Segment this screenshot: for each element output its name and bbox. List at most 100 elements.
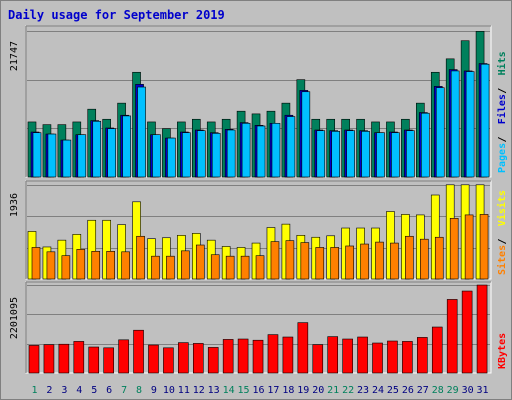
sites-bar bbox=[270, 241, 280, 280]
sites-bar bbox=[225, 255, 235, 280]
day-label: 26 bbox=[402, 385, 414, 396]
day-label: 5 bbox=[91, 385, 97, 396]
sites-bar bbox=[420, 238, 429, 280]
kbytes-bar bbox=[252, 339, 264, 374]
kbytes-bar bbox=[163, 347, 174, 374]
pages-bar bbox=[211, 133, 221, 178]
day-label: 16 bbox=[252, 385, 264, 396]
day-label: 25 bbox=[387, 385, 399, 396]
sites-bar bbox=[375, 241, 384, 280]
kbytes-bar bbox=[222, 339, 234, 374]
sites-bar bbox=[76, 249, 86, 280]
pages-bar bbox=[465, 71, 475, 178]
kbytes-bar bbox=[88, 346, 100, 374]
legend-separator: / bbox=[497, 136, 508, 142]
sites-bar bbox=[390, 242, 399, 280]
pages-bar bbox=[361, 131, 370, 178]
panel-2-ymax-label: 1936 bbox=[9, 193, 20, 217]
legend-kbytes: KBytes bbox=[497, 333, 508, 369]
kbytes-bar bbox=[73, 341, 85, 374]
sites-bar bbox=[106, 251, 115, 280]
kbytes-bar bbox=[237, 338, 249, 374]
day-label: 20 bbox=[312, 385, 324, 396]
pages-bar bbox=[62, 139, 72, 178]
pages-bar bbox=[196, 130, 206, 178]
kbytes-bar bbox=[297, 322, 309, 374]
kbytes-bar bbox=[431, 326, 443, 374]
pages-bar bbox=[77, 134, 87, 178]
panel-3-ymax-label: 2201095 bbox=[9, 297, 20, 339]
sites-bar bbox=[315, 247, 325, 280]
day-label: 14 bbox=[223, 385, 235, 396]
kbytes-bar bbox=[178, 342, 189, 374]
pages-bar bbox=[301, 91, 311, 178]
day-label: 30 bbox=[462, 385, 474, 396]
pages-bar bbox=[435, 87, 445, 178]
kbytes-bar bbox=[402, 341, 413, 374]
kbytes-bar bbox=[192, 343, 204, 374]
sites-bar bbox=[136, 235, 145, 280]
kbytes-bar bbox=[446, 299, 458, 374]
pages-bar bbox=[376, 132, 385, 178]
pages-bar bbox=[421, 112, 430, 178]
sites-bar bbox=[151, 255, 160, 280]
kbytes-bar bbox=[372, 342, 383, 374]
sites-bar bbox=[240, 255, 250, 280]
kbytes-bar bbox=[461, 290, 473, 374]
day-label: 31 bbox=[477, 385, 489, 396]
kbytes-bar bbox=[282, 336, 294, 374]
sites-bar bbox=[360, 243, 369, 280]
day-label: 10 bbox=[163, 385, 175, 396]
sites-bar bbox=[330, 247, 340, 280]
sites-bar bbox=[434, 236, 444, 280]
day-label: 29 bbox=[447, 385, 459, 396]
sites-bar bbox=[61, 255, 71, 280]
sites-bar bbox=[479, 214, 489, 280]
day-label: 8 bbox=[136, 385, 142, 396]
pages-bar bbox=[450, 70, 460, 178]
pages-bar bbox=[182, 132, 191, 178]
pages-bar bbox=[391, 132, 400, 178]
kbytes-bar bbox=[267, 334, 279, 374]
pages-bar bbox=[346, 130, 355, 178]
day-label: 21 bbox=[327, 385, 339, 396]
sites-bar bbox=[285, 240, 295, 280]
chart-title: Daily usage for September 2019 bbox=[8, 8, 225, 22]
sites-bar bbox=[464, 214, 474, 280]
sites-bar bbox=[46, 251, 56, 280]
day-label: 23 bbox=[357, 385, 369, 396]
sites-bar bbox=[31, 247, 41, 280]
sites-bar bbox=[210, 254, 220, 280]
legend-separator: / bbox=[497, 238, 508, 244]
kbytes-bar bbox=[387, 340, 398, 374]
legend-pages: Pages bbox=[497, 143, 508, 173]
day-label: 3 bbox=[61, 385, 67, 396]
day-label: 27 bbox=[417, 385, 429, 396]
legend-sites: Sites bbox=[496, 245, 508, 275]
sites-bar bbox=[166, 255, 175, 280]
kbytes-bar bbox=[43, 344, 55, 374]
pages-bar bbox=[137, 86, 146, 178]
day-label: 1 bbox=[31, 385, 37, 396]
sites-bar bbox=[345, 245, 354, 280]
legend-files: Files bbox=[496, 94, 508, 124]
day-label: 22 bbox=[342, 385, 354, 396]
pages-bar bbox=[406, 130, 415, 178]
pages-bar bbox=[32, 132, 42, 178]
sites-bar bbox=[300, 242, 310, 280]
legend-visits: Visits bbox=[496, 190, 508, 226]
pages-bar bbox=[256, 125, 266, 178]
pages-bar bbox=[271, 122, 281, 178]
kbytes-bar bbox=[327, 336, 339, 374]
pages-bar bbox=[480, 63, 490, 178]
kbytes-bar bbox=[476, 284, 488, 374]
legend-separator: / bbox=[497, 88, 508, 94]
pages-bar bbox=[167, 137, 176, 178]
sites-bar bbox=[91, 251, 101, 280]
sites-bar bbox=[121, 251, 130, 280]
sites-bar bbox=[255, 255, 265, 280]
pages-bar bbox=[47, 133, 57, 178]
day-label: 18 bbox=[282, 385, 294, 396]
day-label: 2 bbox=[46, 385, 52, 396]
